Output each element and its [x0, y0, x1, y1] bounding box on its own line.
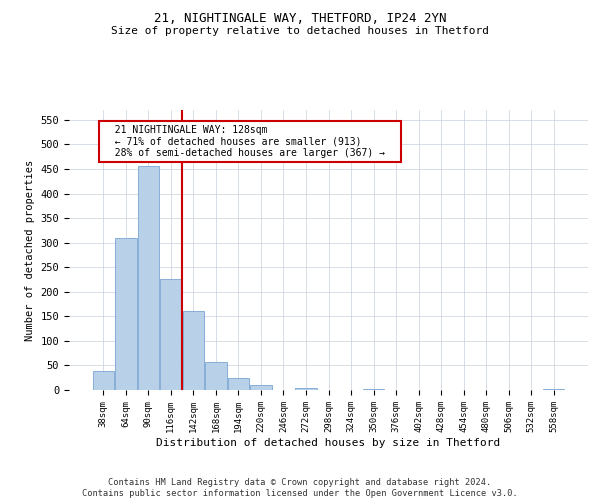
Bar [205, 362, 227, 390]
Text: 21 NIGHTINGALE WAY: 128sqm  
  ← 71% of detached houses are smaller (913)  
  28: 21 NIGHTINGALE WAY: 128sqm ← 71% of deta… [103, 124, 397, 158]
Text: 21, NIGHTINGALE WAY, THETFORD, IP24 2YN: 21, NIGHTINGALE WAY, THETFORD, IP24 2YN [154, 12, 446, 26]
Bar [363, 388, 384, 390]
Bar [228, 378, 249, 390]
X-axis label: Distribution of detached houses by size in Thetford: Distribution of detached houses by size … [157, 438, 500, 448]
Y-axis label: Number of detached properties: Number of detached properties [25, 160, 35, 340]
Bar [92, 372, 114, 390]
Bar [137, 166, 159, 390]
Bar [115, 238, 137, 390]
Bar [160, 280, 182, 390]
Text: Size of property relative to detached houses in Thetford: Size of property relative to detached ho… [111, 26, 489, 36]
Bar [295, 388, 317, 390]
Text: Contains HM Land Registry data © Crown copyright and database right 2024.
Contai: Contains HM Land Registry data © Crown c… [82, 478, 518, 498]
Bar [182, 312, 204, 390]
Bar [250, 385, 272, 390]
Bar [543, 388, 565, 390]
